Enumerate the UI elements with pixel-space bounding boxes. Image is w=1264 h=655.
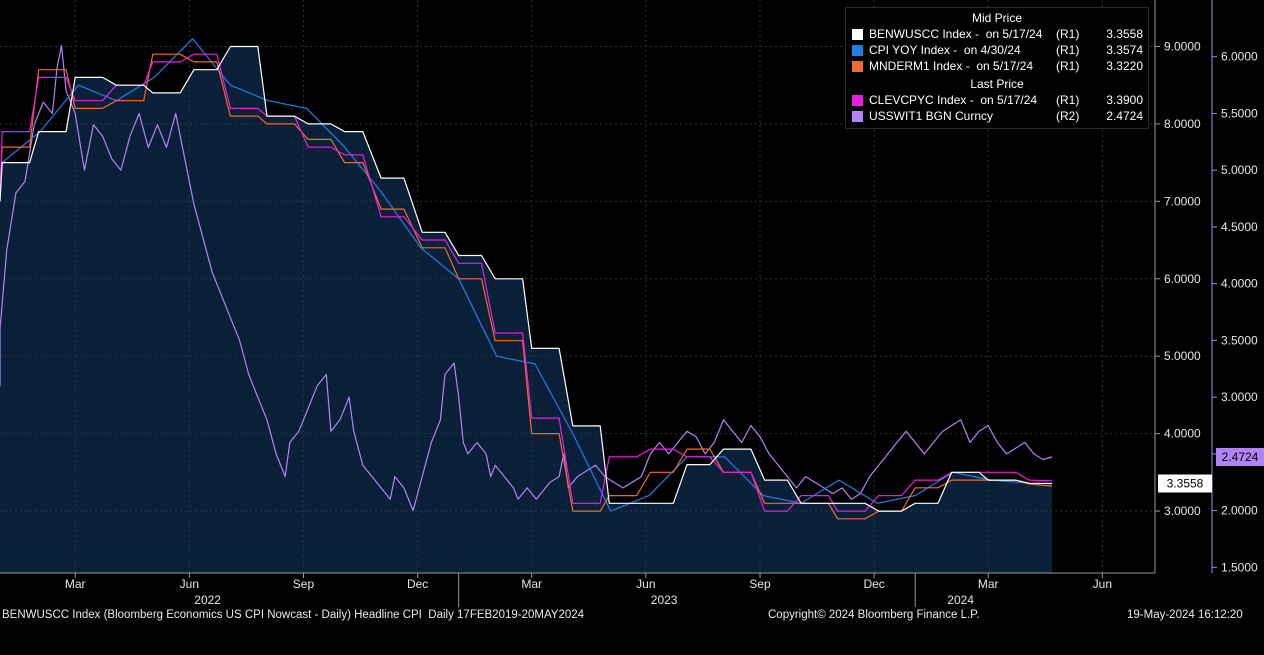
last-value-label-r2: 2.4724 <box>1222 450 1259 464</box>
last-value-label-r1: 3.3558 <box>1167 477 1204 491</box>
legend-value-mnderm1: 3.3220 <box>1106 59 1143 73</box>
series-layer <box>0 38 1053 520</box>
x-tick-label-4: Mar <box>521 577 542 591</box>
y-tick-label-r2-6: 4.5000 <box>1221 220 1258 234</box>
legend-entry-benwuscc: BENWUSCC Index - on 5/17/24 (R1) 3.3558 <box>846 26 1148 42</box>
y-tick-label-r1-6: 9.0000 <box>1164 39 1201 53</box>
legend-swatch-usswit1 <box>852 111 863 122</box>
x-tick-label-9: Jun <box>1093 577 1112 591</box>
legend-name-clevcpyc: CLEVCPYC Index - on 5/17/24 <box>869 93 1038 107</box>
y-tick-label-r2-9: 6.0000 <box>1221 50 1258 64</box>
y-tick-label-r2-1: 2.0000 <box>1221 504 1258 518</box>
legend-axis-usswit1: (R2) <box>1056 109 1080 123</box>
y-tick-label-r1-3: 6.0000 <box>1164 272 1201 286</box>
legend-axis-clevcpyc: (R1) <box>1056 93 1080 107</box>
series-benwuscc-line <box>0 45 1053 512</box>
legend-value-usswit1: 2.4724 <box>1106 109 1143 123</box>
series-clevcpyc-line <box>0 53 1053 512</box>
series-cpi-yoy-line <box>1 38 1030 512</box>
last-value-badge-r1 <box>1158 474 1212 493</box>
legend-swatch-benwuscc <box>852 29 863 40</box>
legend-entry-usswit1: USSWIT1 BGN Curncy (R2) 2.4724 <box>846 108 1148 124</box>
grid-layer <box>0 0 1155 573</box>
series-usswit1-line <box>0 44 1053 512</box>
y-tick-label-r1-5: 8.0000 <box>1164 117 1201 131</box>
x-tick-label-1: Jun <box>180 577 199 591</box>
x-tick-label-6: Sep <box>749 577 771 591</box>
chart-legend: Mid Price BENWUSCC Index - on 5/17/24 (R… <box>845 7 1149 129</box>
y-tick-label-r1-1: 4.0000 <box>1164 427 1201 441</box>
y-tick-label-r1-0: 3.0000 <box>1164 504 1201 518</box>
footer-copyright: Copyright© 2024 Bloomberg Finance L.P. <box>768 609 980 621</box>
legend-swatch-cpi-yoy <box>852 45 863 56</box>
x-tick-label-8: Mar <box>978 577 999 591</box>
legend-name-benwuscc: BENWUSCC Index - on 5/17/24 <box>869 27 1043 41</box>
last-value-badge-r2 <box>1216 447 1264 466</box>
y-tick-label-r2-5: 4.0000 <box>1221 277 1258 291</box>
legend-axis-mnderm1: (R1) <box>1056 59 1080 73</box>
y-tick-label-r2-8: 5.5000 <box>1221 106 1258 120</box>
legend-axis-benwuscc: (R1) <box>1056 27 1080 41</box>
x-tick-label-5: Jun <box>636 577 655 591</box>
y-tick-label-r2-7: 5.0000 <box>1221 163 1258 177</box>
x-year-label-0: 2022 <box>194 593 221 607</box>
axes-layer: 3.0000 4.0000 5.0000 6.0000 7.0000 8.0000 9.00… <box>0 0 1264 607</box>
legend-name-cpi-yoy: CPI YOY Index - on 4/30/24 <box>869 43 1021 57</box>
y-tick-label-r1-4: 7.0000 <box>1164 194 1201 208</box>
legend-swatch-mnderm1 <box>852 61 863 72</box>
x-tick-label-7: Dec <box>863 577 884 591</box>
x-tick-label-0: Mar <box>65 577 86 591</box>
legend-last-price-header: Last Price <box>970 77 1024 91</box>
legend-value-clevcpyc: 3.3900 <box>1106 93 1143 107</box>
footer-timestamp: 19-May-2024 16:12:20 <box>1127 609 1243 621</box>
legend-entry-clevcpyc: CLEVCPYC Index - on 5/17/24 (R1) 3.3900 <box>846 92 1148 108</box>
legend-entry-mnderm1: MNDERM1 Index - on 5/17/24 (R1) 3.3220 <box>846 58 1148 74</box>
y-tick-label-r2-4: 3.5000 <box>1221 333 1258 347</box>
x-year-label-1: 2023 <box>651 593 678 607</box>
y-tick-label-r1-2: 5.0000 <box>1164 349 1201 363</box>
legend-value-benwuscc: 3.3558 <box>1106 27 1143 41</box>
legend-value-cpi-yoy: 3.3574 <box>1106 43 1143 57</box>
series-mnderm1-line <box>0 53 1053 520</box>
y-tick-label-r2-3: 3.0000 <box>1221 390 1258 404</box>
legend-mid-price-header: Mid Price <box>971 11 1022 25</box>
legend-name-usswit1: USSWIT1 BGN Curncy <box>869 109 994 123</box>
legend-entry-cpi-yoy: CPI YOY Index - on 4/30/24 (R1) 3.3574 <box>846 42 1148 58</box>
legend-swatch-clevcpyc <box>852 95 863 106</box>
chart: 3.0000 4.0000 5.0000 6.0000 7.0000 8.0000 9.00… <box>0 0 1264 607</box>
footer-description: BENWUSCC Index (Bloomberg Economics US C… <box>2 609 585 621</box>
legend-name-mnderm1: MNDERM1 Index - on 5/17/24 <box>869 59 1034 73</box>
x-year-label-2: 2024 <box>947 593 974 607</box>
x-tick-label-3: Dec <box>407 577 428 591</box>
legend-axis-cpi-yoy: (R1) <box>1056 43 1080 57</box>
x-tick-label-2: Sep <box>293 577 315 591</box>
y-tick-label-r2-0: 1.5000 <box>1221 560 1258 574</box>
footer-bar: BENWUSCC Index (Bloomberg Economics US C… <box>0 607 1264 625</box>
